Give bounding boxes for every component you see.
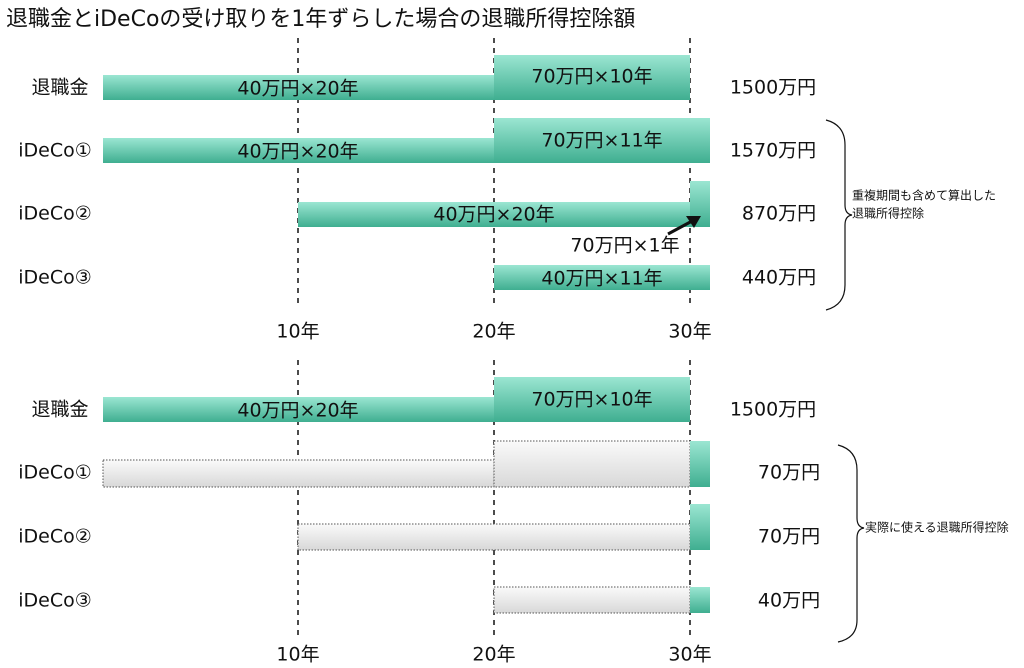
row-label: iDeCo③ — [18, 590, 92, 612]
bar — [690, 587, 710, 613]
row-label: iDeCo② — [18, 526, 92, 548]
arrow-head — [686, 216, 701, 228]
axis-label: 10年 — [276, 321, 319, 343]
bar-label: 70万円×10年 — [531, 389, 652, 411]
bar — [103, 138, 494, 163]
row-label: iDeCo① — [18, 462, 92, 484]
unused-bar — [102, 459, 495, 488]
bar-label: 40万円×20年 — [237, 78, 358, 100]
note: 退職所得控除 — [852, 206, 924, 221]
row-label: iDeCo② — [18, 203, 92, 225]
bar — [494, 377, 690, 422]
total: 70万円 — [758, 526, 820, 548]
total: 70万円 — [758, 462, 820, 484]
unused-bar — [493, 440, 691, 488]
row-label: iDeCo③ — [18, 267, 92, 289]
bar — [103, 75, 494, 100]
unused-bar — [493, 586, 691, 614]
row-label: 退職金 — [31, 399, 88, 421]
brace — [825, 119, 853, 311]
bar — [690, 441, 710, 487]
bar-label: 40万円×20年 — [237, 400, 358, 422]
arrow — [667, 218, 695, 236]
axis-label: 10年 — [276, 644, 319, 666]
bar — [690, 504, 710, 550]
unused-bar — [297, 523, 691, 551]
axis-label: 20年 — [472, 321, 515, 343]
bottom-section: 40万円×20年 70万円×10年 退職金 1500万円 iDeCo① 70万円… — [18, 360, 1009, 666]
note: 実際に使える退職所得控除 — [865, 520, 1009, 535]
bar — [298, 202, 690, 227]
bar — [690, 181, 710, 227]
title: 退職金とiDeCoの受け取りを1年ずらした場合の退職所得控除額 — [6, 7, 635, 32]
axis-label: 30年 — [668, 644, 711, 666]
note: 重複期間も含めて算出した — [852, 188, 996, 203]
bar-label: 40万円×20年 — [433, 204, 554, 226]
total: 40万円 — [758, 590, 820, 612]
bar — [103, 397, 494, 422]
bar — [494, 265, 710, 290]
total: 1570万円 — [730, 140, 816, 162]
total: 440万円 — [742, 267, 816, 289]
row-label: 退職金 — [31, 77, 88, 99]
bar-label: 40万円×20年 — [237, 141, 358, 163]
axis-label: 30年 — [668, 321, 711, 343]
row-label: iDeCo① — [18, 140, 92, 162]
axis-label: 20年 — [472, 644, 515, 666]
bar — [494, 118, 710, 163]
bar — [494, 55, 690, 100]
total: 1500万円 — [730, 399, 816, 421]
bar-label: 70万円×11年 — [541, 130, 662, 152]
top-section: 40万円×20年 70万円×10年 退職金 1500万円 40万円×20年 70… — [18, 38, 996, 343]
callout: 70万円×1年 — [570, 235, 679, 257]
total: 1500万円 — [730, 77, 816, 99]
bar-label: 70万円×10年 — [531, 66, 652, 88]
bar-label: 40万円×11年 — [541, 268, 662, 290]
total: 870万円 — [742, 203, 816, 225]
brace — [837, 444, 865, 643]
